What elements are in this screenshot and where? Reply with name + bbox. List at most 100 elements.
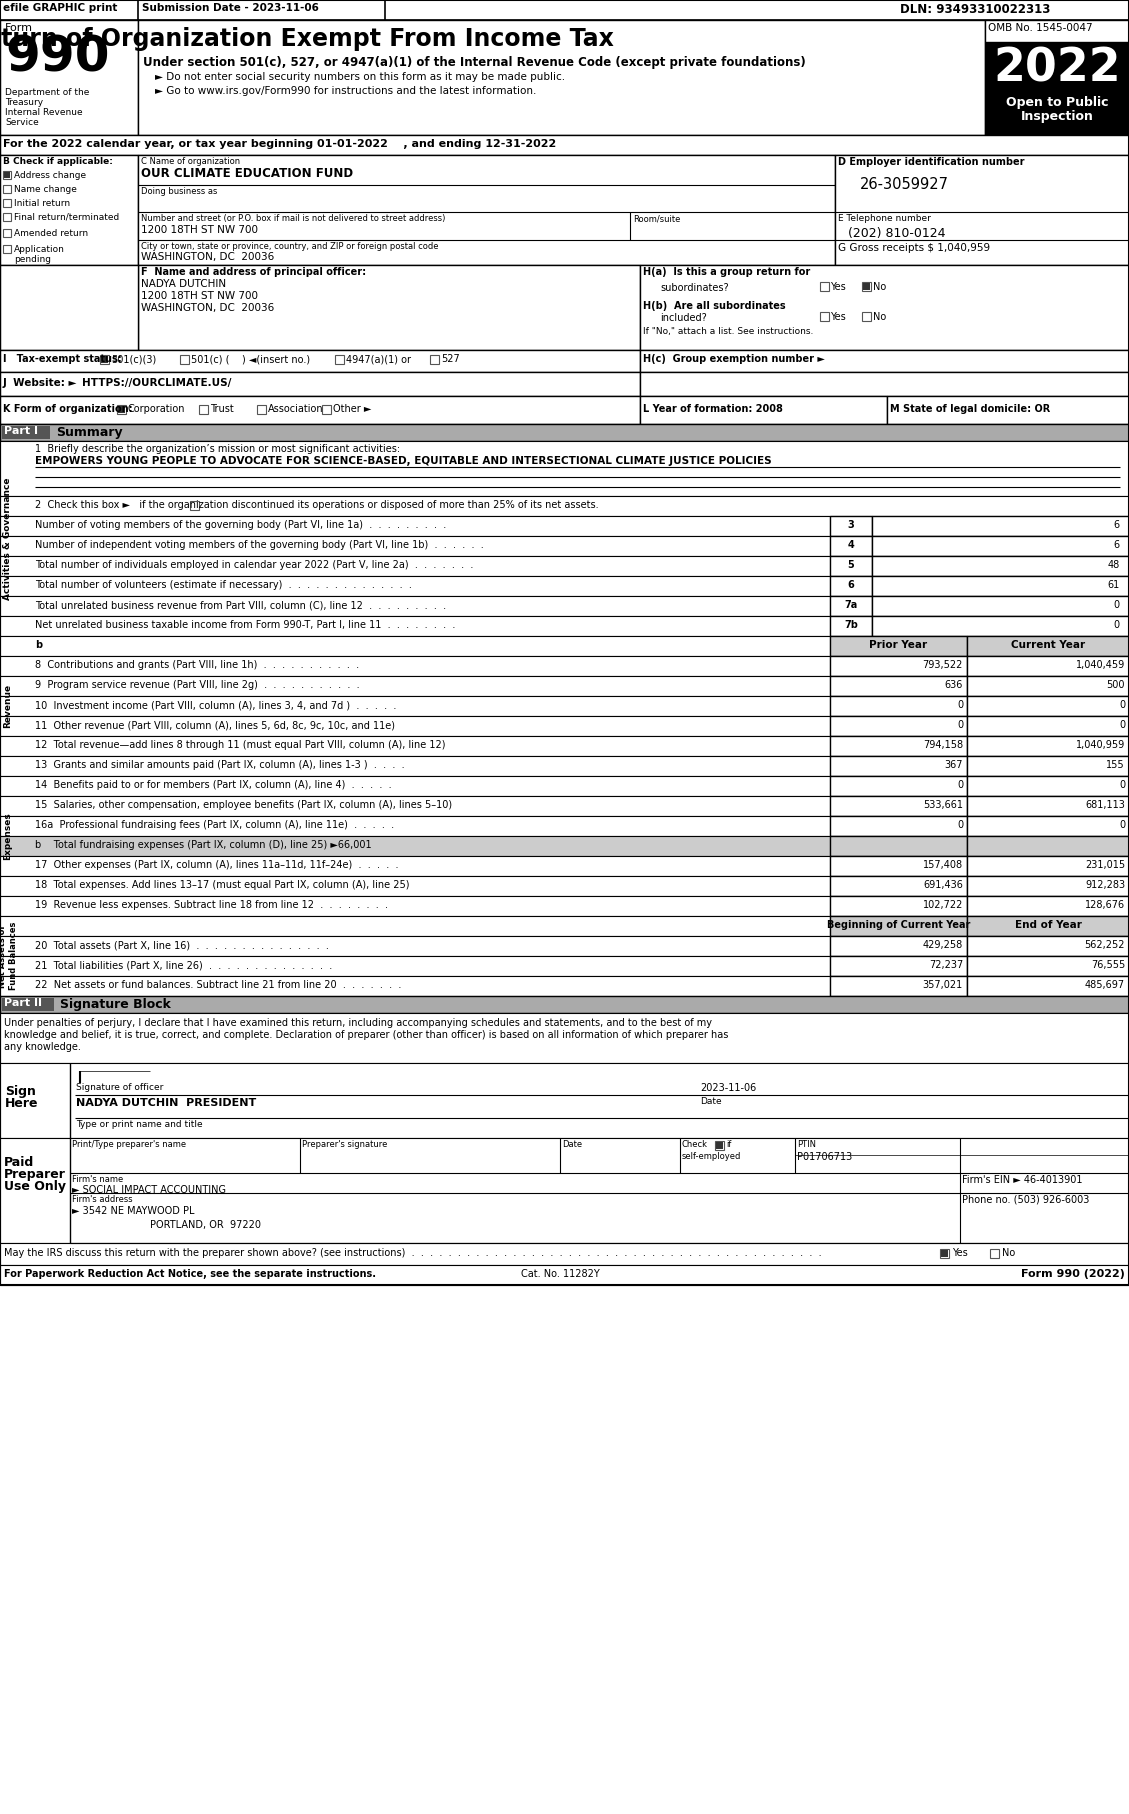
Bar	[968, 736, 1129, 756]
Bar	[0, 0, 1129, 20]
Text: 7a: 7a	[844, 600, 858, 610]
Text: Print/Type preparer's name: Print/Type preparer's name	[72, 1139, 186, 1148]
Bar	[830, 936, 968, 956]
Text: PTIN: PTIN	[797, 1139, 816, 1148]
Text: 6: 6	[848, 580, 855, 590]
Text: 21  Total liabilities (Part X, line 26)  .  .  .  .  .  .  .  .  .  .  .  .  .  : 21 Total liabilities (Part X, line 26) .…	[35, 960, 332, 970]
Text: 990: 990	[5, 34, 110, 82]
Bar	[0, 577, 830, 597]
Text: Submission Date - 2023-11-06: Submission Date - 2023-11-06	[142, 4, 318, 13]
Text: H(b)  Are all subordinates: H(b) Are all subordinates	[644, 301, 786, 310]
Text: Firm's address: Firm's address	[72, 1195, 132, 1204]
Text: For Paperwork Reduction Act Notice, see the separate instructions.: For Paperwork Reduction Act Notice, see …	[5, 1270, 376, 1279]
Bar	[830, 657, 968, 677]
Text: Corporation: Corporation	[128, 405, 185, 414]
Text: Preparer's signature: Preparer's signature	[301, 1139, 387, 1148]
Bar	[940, 1250, 948, 1257]
Bar	[100, 356, 108, 363]
Text: Amended return: Amended return	[14, 229, 88, 238]
Bar	[968, 717, 1129, 736]
Text: b: b	[35, 640, 42, 649]
Text: 0: 0	[957, 820, 963, 831]
Bar	[0, 677, 830, 697]
Text: 794,158: 794,158	[922, 740, 963, 749]
Bar	[968, 936, 1129, 956]
Bar	[199, 405, 208, 414]
Text: G Gross receipts $ 1,040,959: G Gross receipts $ 1,040,959	[838, 243, 990, 252]
Bar	[968, 856, 1129, 876]
Text: No: No	[873, 312, 886, 323]
Bar	[3, 185, 11, 192]
Text: 1,040,459: 1,040,459	[1076, 660, 1124, 669]
Bar	[640, 372, 1129, 395]
Text: Internal Revenue: Internal Revenue	[5, 109, 82, 116]
Text: Name change: Name change	[14, 185, 77, 194]
Bar	[830, 557, 872, 577]
Bar	[0, 515, 830, 535]
Text: 4947(a)(1) or: 4947(a)(1) or	[345, 354, 411, 365]
Text: 22  Net assets or fund balances. Subtract line 21 from line 20  .  .  .  .  .  .: 22 Net assets or fund balances. Subtract…	[35, 980, 402, 990]
Text: Number of voting members of the governing body (Part VI, line 1a)  .  .  .  .  .: Number of voting members of the governin…	[35, 521, 446, 530]
Bar	[872, 577, 1129, 597]
Text: 793,522: 793,522	[922, 660, 963, 669]
Text: E Telephone number: E Telephone number	[838, 214, 931, 223]
Text: 533,661: 533,661	[924, 800, 963, 811]
Bar	[322, 405, 331, 414]
Text: 15  Salaries, other compensation, employee benefits (Part IX, column (A), lines : 15 Salaries, other compensation, employe…	[35, 800, 452, 811]
Text: Sign: Sign	[5, 1085, 36, 1097]
Text: 11  Other revenue (Part VIII, column (A), lines 5, 6d, 8c, 9c, 10c, and 11e): 11 Other revenue (Part VIII, column (A),…	[35, 720, 395, 729]
Bar	[0, 424, 1129, 441]
Bar	[830, 535, 872, 557]
Text: WASHINGTON, DC  20036: WASHINGTON, DC 20036	[141, 252, 274, 261]
Bar	[190, 501, 199, 510]
Text: 14  Benefits paid to or for members (Part IX, column (A), line 4)  .  .  .  .  .: 14 Benefits paid to or for members (Part…	[35, 780, 392, 791]
Text: Return of Organization Exempt From Income Tax: Return of Organization Exempt From Incom…	[0, 27, 613, 51]
Text: 1  Briefly describe the organization’s mission or most significant activities:: 1 Briefly describe the organization’s mi…	[35, 444, 400, 454]
Text: D Employer identification number: D Employer identification number	[838, 158, 1024, 167]
Bar	[0, 717, 830, 736]
Text: Number and street (or P.O. box if mail is not delivered to street address): Number and street (or P.O. box if mail i…	[141, 214, 445, 223]
Text: 155: 155	[1106, 760, 1124, 769]
Bar	[830, 597, 872, 617]
Bar	[968, 956, 1129, 976]
Text: 10  Investment income (Part VIII, column (A), lines 3, 4, and 7d )  .  .  .  .  : 10 Investment income (Part VIII, column …	[35, 700, 396, 709]
Text: Service: Service	[5, 118, 38, 127]
Bar	[830, 697, 968, 717]
Text: Activities & Governance: Activities & Governance	[3, 477, 12, 600]
Bar	[984, 93, 1129, 134]
Text: 1,040,959: 1,040,959	[1076, 740, 1124, 749]
Bar	[830, 856, 968, 876]
Bar	[0, 996, 1129, 1012]
Text: self-employed: self-employed	[682, 1152, 742, 1161]
Bar	[830, 736, 968, 756]
Text: H(a)  Is this a group return for: H(a) Is this a group return for	[644, 267, 811, 278]
Bar	[830, 677, 968, 697]
Text: 6: 6	[1114, 521, 1120, 530]
Text: 527: 527	[441, 354, 460, 365]
Bar	[968, 896, 1129, 916]
Bar	[3, 200, 11, 207]
Text: Form 990 (2022): Form 990 (2022)	[1021, 1270, 1124, 1279]
Text: 19  Revenue less expenses. Subtract line 18 from line 12  .  .  .  .  .  .  .  .: 19 Revenue less expenses. Subtract line …	[35, 900, 388, 911]
Text: Check: Check	[682, 1139, 708, 1148]
Text: Association: Association	[268, 405, 324, 414]
Text: WASHINGTON, DC  20036: WASHINGTON, DC 20036	[141, 303, 274, 314]
Bar	[968, 677, 1129, 697]
Bar	[0, 736, 830, 756]
Text: Use Only: Use Only	[5, 1179, 65, 1194]
Bar	[968, 976, 1129, 996]
Text: included?: included?	[660, 314, 707, 323]
Bar	[0, 0, 1129, 1284]
Bar	[968, 756, 1129, 776]
Text: Total number of individuals employed in calendar year 2022 (Part V, line 2a)  . : Total number of individuals employed in …	[35, 561, 473, 570]
Text: 16a  Professional fundraising fees (Part IX, column (A), line 11e)  .  .  .  .  : 16a Professional fundraising fees (Part …	[35, 820, 394, 831]
Text: PORTLAND, OR  97220: PORTLAND, OR 97220	[150, 1221, 261, 1230]
Text: pending: pending	[14, 256, 51, 265]
Text: End of Year: End of Year	[1015, 920, 1082, 931]
Bar	[335, 356, 344, 365]
Bar	[0, 154, 138, 265]
Text: 429,258: 429,258	[922, 940, 963, 951]
Bar	[830, 637, 968, 657]
Bar	[0, 756, 830, 776]
Bar	[830, 816, 968, 836]
